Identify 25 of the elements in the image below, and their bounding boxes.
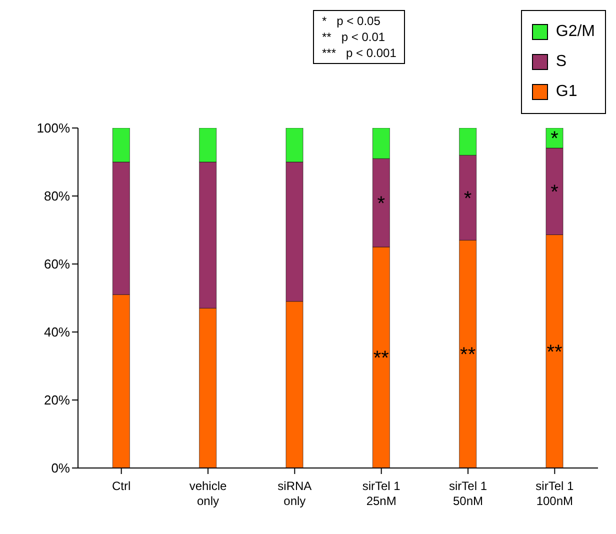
x-tick-label: vehicle only [189, 479, 227, 508]
y-tick-label: 80% [44, 188, 70, 204]
data-label: ** [460, 344, 476, 366]
text: ** p < 0.01 [322, 29, 386, 45]
legend-label: G1 [554, 82, 578, 102]
text: *** p < 0.001 [322, 45, 396, 61]
data-label: * [377, 192, 386, 215]
y-tick-label: 100% [36, 120, 70, 136]
y-tick-label: 40% [44, 324, 70, 340]
y-tick-label: 0% [51, 460, 70, 476]
x-tick-label: sirTel 1 25nM [362, 479, 401, 508]
data-label: * [550, 128, 559, 150]
x-tick-label: sirTel 1 50nM [448, 479, 488, 508]
x-tick-label: siRNA only [278, 479, 312, 508]
text: * p < 0.05 [322, 13, 382, 29]
y-tick-label: 60% [44, 256, 70, 272]
y-tick-label: 20% [44, 392, 70, 408]
legend-label: G2/M [554, 22, 595, 42]
legend-label: S [554, 52, 568, 72]
data-label: * [464, 188, 472, 210]
data-label: ** [373, 348, 390, 370]
data-label: ** [546, 341, 562, 364]
x-tick-label: sirTel 1 100nM [536, 479, 574, 508]
x-tick-label: Ctrl [112, 479, 131, 493]
data-label: * [550, 182, 559, 204]
